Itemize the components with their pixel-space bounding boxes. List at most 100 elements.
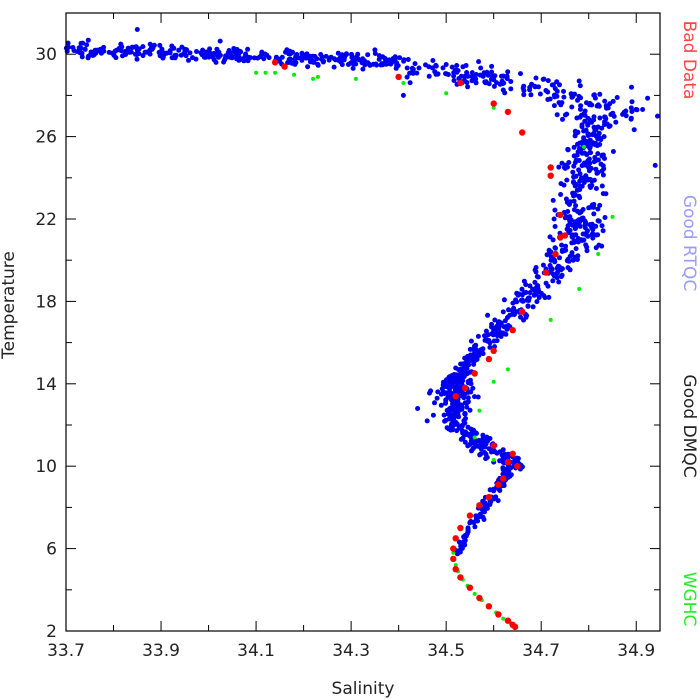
- axis-ticks: [65, 12, 660, 632]
- good-rtqc-point: [79, 50, 85, 56]
- good-rtqc-point: [171, 45, 177, 51]
- good-rtqc-point: [339, 52, 345, 58]
- good-rtqc-point: [458, 369, 464, 375]
- good-rtqc-point: [551, 103, 557, 109]
- good-rtqc-point: [473, 516, 479, 522]
- good-rtqc-point: [388, 61, 394, 67]
- good-rtqc-point: [318, 52, 324, 57]
- good-rtqc-point: [464, 80, 470, 85]
- good-rtqc-point: [414, 70, 420, 76]
- good-rtqc-point: [576, 78, 582, 84]
- good-rtqc-point: [602, 215, 608, 220]
- good-rtqc-point: [610, 98, 616, 104]
- good-rtqc-point: [521, 88, 527, 94]
- good-rtqc-point: [593, 186, 599, 191]
- good-rtqc-point: [527, 283, 533, 289]
- good-rtqc-point: [558, 274, 564, 280]
- good-rtqc-point: [483, 441, 489, 447]
- good-rtqc-point: [551, 273, 557, 279]
- bad-data-point: [271, 59, 279, 66]
- wghc-point: [477, 408, 482, 413]
- good-rtqc-point: [570, 190, 576, 196]
- bad-data-point: [485, 493, 493, 501]
- good-rtqc-point: [561, 94, 567, 100]
- bad-data-point: [457, 524, 464, 532]
- wghc-point: [353, 76, 358, 81]
- good-rtqc-point: [469, 78, 475, 84]
- good-rtqc-point: [488, 499, 494, 505]
- good-rtqc-point: [558, 192, 564, 197]
- good-rtqc-point: [489, 321, 495, 327]
- bad-data-point: [504, 617, 512, 624]
- good-rtqc-point: [595, 218, 601, 224]
- good-rtqc-point: [455, 373, 461, 379]
- wghc-point: [311, 76, 316, 81]
- good-rtqc-point: [567, 218, 573, 223]
- wghc-point: [610, 214, 615, 219]
- good-rtqc-point: [113, 55, 119, 61]
- good-rtqc-point: [591, 124, 597, 130]
- good-rtqc-point: [536, 288, 542, 294]
- good-rtqc-point: [629, 99, 635, 105]
- good-rtqc-point: [579, 238, 585, 243]
- good-rtqc-point: [473, 342, 479, 348]
- good-rtqc-point: [531, 292, 537, 298]
- good-rtqc-point: [559, 160, 565, 166]
- good-rtqc-point: [469, 73, 475, 79]
- bad-data-point: [519, 308, 526, 315]
- good-rtqc-point: [629, 84, 634, 90]
- good-rtqc-point: [476, 443, 482, 449]
- good-rtqc-point: [503, 331, 509, 337]
- good-rtqc-point: [456, 539, 462, 545]
- y-tick-label: 14: [35, 375, 57, 395]
- good-rtqc-point: [610, 149, 616, 154]
- x-tick-label: 34.9: [617, 641, 655, 661]
- good-rtqc-point: [601, 134, 607, 140]
- good-rtqc-point: [587, 101, 593, 106]
- good-rtqc-point: [415, 406, 421, 411]
- good-rtqc-point: [247, 55, 253, 61]
- good-rtqc-point: [551, 92, 557, 98]
- good-rtqc-point: [623, 108, 629, 114]
- good-rtqc-point: [160, 55, 166, 61]
- good-rtqc-point: [532, 84, 538, 90]
- good-rtqc-point: [85, 37, 91, 43]
- good-rtqc-point: [508, 86, 514, 92]
- good-rtqc-point: [577, 146, 582, 151]
- good-rtqc-point: [576, 220, 582, 226]
- good-rtqc-point: [449, 412, 455, 418]
- good-rtqc-point: [613, 119, 619, 125]
- good-rtqc-point: [82, 46, 88, 52]
- good-rtqc-point: [288, 51, 294, 57]
- good-rtqc-point: [593, 223, 599, 229]
- wghc-point: [401, 81, 406, 85]
- good-rtqc-point: [554, 88, 560, 94]
- good-rtqc-point: [151, 42, 157, 48]
- good-rtqc-point: [582, 218, 588, 224]
- good-rtqc-point: [147, 48, 153, 54]
- x-tick-label: 34.1: [237, 641, 275, 661]
- good-rtqc-point: [496, 477, 501, 483]
- good-rtqc-point: [527, 84, 533, 90]
- good-rtqc-point: [548, 249, 554, 255]
- x-tick-label: 33.7: [47, 641, 85, 661]
- good-rtqc-point: [386, 57, 392, 63]
- bad-data-point: [495, 481, 502, 488]
- good-rtqc-point: [465, 84, 471, 90]
- bad-data-point: [462, 384, 469, 392]
- good-rtqc-point: [585, 122, 591, 128]
- bad-data-point: [466, 512, 474, 519]
- good-rtqc-point: [590, 132, 596, 138]
- good-rtqc-point: [404, 65, 410, 71]
- good-rtqc-point: [489, 69, 495, 75]
- good-rtqc-point: [503, 324, 509, 330]
- good-rtqc-point: [448, 427, 454, 433]
- good-rtqc-point: [394, 62, 400, 68]
- good-rtqc-point: [460, 436, 466, 442]
- good-rtqc-point: [523, 282, 529, 288]
- bad-data-point: [504, 458, 512, 466]
- good-rtqc-point: [561, 248, 567, 254]
- good-rtqc-point: [602, 98, 608, 104]
- good-rtqc-point: [591, 201, 597, 207]
- wghc-point: [254, 70, 259, 75]
